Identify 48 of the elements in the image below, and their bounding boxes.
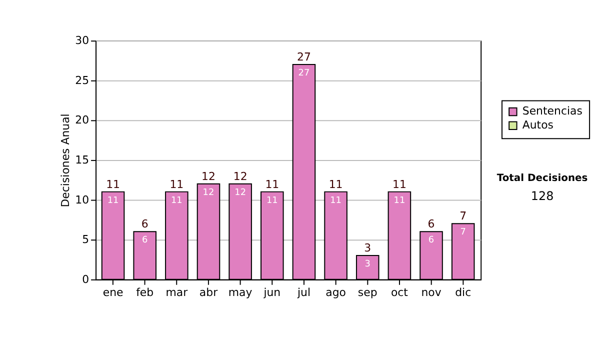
- y-tick-label: 5: [82, 233, 90, 246]
- x-tick-label: jul: [296, 286, 310, 299]
- x-tick-label: feb: [136, 286, 154, 299]
- total-label: 11: [170, 178, 184, 191]
- total-label: 11: [265, 178, 280, 191]
- data-label: 6: [428, 236, 434, 246]
- data-label: 27: [298, 68, 310, 78]
- x-tick-label: may: [228, 286, 253, 299]
- x-tick-label: nov: [421, 286, 442, 299]
- x-tick-label: dic: [455, 286, 472, 299]
- data-label: 3: [364, 259, 370, 270]
- data-label: 6: [142, 236, 148, 246]
- legend-label: Sentencias: [522, 104, 583, 118]
- x-tick-label: mar: [166, 286, 188, 299]
- x-tick-label: jun: [262, 286, 281, 299]
- legend-label: Autos: [522, 118, 554, 132]
- data-label: 11: [330, 196, 342, 206]
- x-tick-label: abr: [199, 286, 218, 299]
- total-label: 3: [364, 242, 372, 255]
- total-label: 11: [106, 178, 120, 191]
- y-tick-label: 25: [75, 74, 90, 87]
- data-label: 11: [266, 196, 278, 206]
- y-tick-label: 30: [75, 34, 90, 48]
- total-label: 27: [297, 50, 311, 64]
- data-label: 12: [234, 188, 246, 198]
- data-label: 7: [460, 228, 466, 238]
- total-label: 6: [141, 218, 148, 231]
- x-tick-label: ago: [326, 286, 346, 299]
- x-tick-label: oct: [390, 286, 409, 299]
- total-label: 6: [428, 218, 435, 231]
- data-label: 11: [394, 196, 406, 206]
- text: 128: [530, 188, 554, 203]
- x-tick-label: ene: [102, 286, 124, 299]
- y-tick-label: 10: [75, 193, 90, 206]
- total-label: 11: [328, 178, 343, 191]
- x-tick-label: sep: [358, 286, 378, 299]
- total-label: 11: [392, 178, 406, 191]
- y-tick-label: 20: [75, 114, 90, 127]
- y-tick-label: 0: [82, 272, 90, 286]
- total-label: 12: [233, 170, 248, 183]
- y-tick-label: 15: [75, 153, 90, 166]
- data-label: 11: [170, 196, 182, 206]
- data-label: 11: [107, 196, 119, 206]
- text: Total Decisiones: [496, 172, 588, 184]
- total-label: 12: [202, 170, 216, 183]
- total-label: 7: [460, 210, 467, 223]
- data-label: 12: [202, 188, 214, 198]
- y-axis-title: Decisiones Anual: [59, 114, 72, 208]
